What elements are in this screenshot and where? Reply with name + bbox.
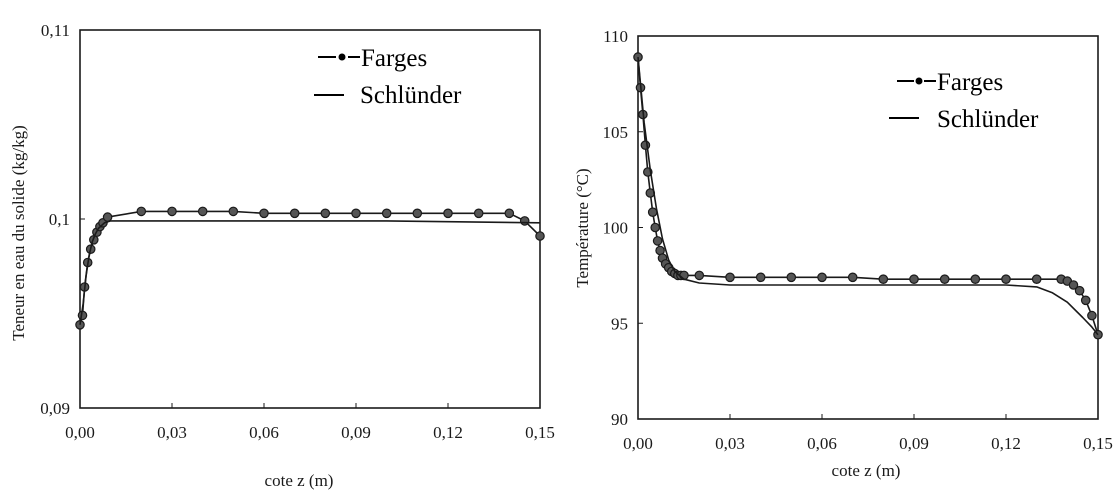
- y-axis-title: Teneur en eau du solide (kg/kg): [9, 125, 28, 341]
- data-point-farges: [535, 231, 545, 241]
- plot-frame: [637, 35, 1099, 420]
- series-line-farges: [79, 210, 541, 326]
- plot-frame: [79, 29, 541, 409]
- data-point-farges: [1087, 310, 1097, 321]
- legend-entry-farges: Farges: [897, 69, 1003, 96]
- y-tick-label: 110: [603, 27, 628, 46]
- y-axis-title: Température (°C): [573, 168, 592, 287]
- data-point-farges: [694, 270, 705, 281]
- data-point-farges: [725, 272, 735, 283]
- data-point-farges: [1080, 295, 1091, 306]
- data-point-farges: [1001, 274, 1011, 284]
- y-tick-label: 100: [603, 219, 629, 238]
- legend-label-farges: Farges: [937, 69, 1003, 96]
- data-point-farges: [136, 206, 147, 217]
- data-point-farges: [228, 206, 239, 217]
- x-axis-title: cote z (m): [265, 471, 334, 490]
- data-point-farges: [909, 274, 919, 284]
- data-point-farges: [443, 208, 453, 219]
- legend-label-farges: Farges: [361, 45, 427, 72]
- x-tick-label: 0,12: [433, 423, 463, 442]
- moisture-chart: Teneur en eau du solide (kg/kg) cote z (…: [9, 21, 555, 490]
- y-tick-label: 105: [603, 123, 629, 142]
- x-axis-title: cote z (m): [832, 461, 901, 480]
- x-tick-label: 0,06: [249, 423, 279, 442]
- legend-label-schlunder: Schlünder: [937, 106, 1039, 133]
- data-point-farges: [970, 274, 981, 284]
- data-point-farges: [167, 206, 177, 217]
- temperature-chart: Température (°C) cote z (m) Farges Schlü…: [573, 27, 1113, 480]
- data-point-farges: [652, 236, 663, 246]
- data-point-farges: [647, 207, 658, 217]
- x-tick-label: 0,00: [623, 434, 653, 453]
- data-point-farges: [817, 272, 827, 283]
- data-point-farges: [351, 208, 361, 219]
- x-tick-label: 0,06: [807, 434, 837, 453]
- data-point-farges: [878, 274, 889, 284]
- data-point-farges: [847, 272, 858, 283]
- x-tick-label: 0,12: [991, 434, 1021, 453]
- legend-entry-schlunder: Schlünder: [314, 82, 462, 109]
- y-tick-label: 0,09: [40, 399, 70, 418]
- legend-entry-farges: Farges: [318, 45, 427, 72]
- data-point-farges: [381, 208, 392, 219]
- series-line-schlunder: [79, 220, 541, 325]
- data-point-farges: [197, 206, 208, 217]
- y-tick-label: 95: [611, 314, 628, 333]
- x-tick-label: 0,03: [157, 423, 187, 442]
- legend-marker-farges: [338, 53, 346, 61]
- x-tick-label: 0,09: [899, 434, 929, 453]
- data-point-farges: [504, 208, 515, 219]
- legend-entry-schlunder: Schlünder: [889, 106, 1039, 133]
- series-line-schlunder: [637, 57, 1099, 336]
- data-point-farges: [102, 212, 113, 222]
- data-point-farges: [650, 222, 660, 233]
- data-point-farges: [259, 208, 269, 219]
- data-point-farges: [640, 140, 651, 150]
- x-tick-label: 0,03: [715, 434, 745, 453]
- x-tick-label: 0,00: [65, 423, 95, 442]
- data-point-farges: [320, 208, 331, 219]
- x-tick-label: 0,15: [1083, 434, 1113, 453]
- data-point-farges: [473, 208, 484, 219]
- data-point-farges: [1031, 274, 1042, 284]
- legend: Farges Schlünder: [314, 45, 462, 109]
- legend-marker-farges: [915, 77, 923, 85]
- x-tick-label: 0,09: [341, 423, 371, 442]
- series-line-farges: [637, 57, 1099, 335]
- data-point-farges: [786, 272, 797, 283]
- data-point-farges: [1074, 285, 1085, 296]
- y-tick-label: 0,1: [49, 210, 70, 229]
- data-point-farges: [939, 274, 950, 284]
- legend: Farges Schlünder: [889, 69, 1039, 133]
- y-tick-label: 90: [611, 410, 628, 429]
- data-point-farges: [412, 208, 423, 219]
- legend-label-schlunder: Schlünder: [360, 82, 462, 109]
- data-point-farges: [519, 216, 530, 226]
- x-tick-label: 0,15: [525, 423, 555, 442]
- data-point-farges: [1068, 280, 1079, 290]
- y-tick-label: 0,11: [41, 21, 70, 40]
- data-point-farges: [755, 272, 766, 283]
- data-point-farges: [289, 208, 300, 219]
